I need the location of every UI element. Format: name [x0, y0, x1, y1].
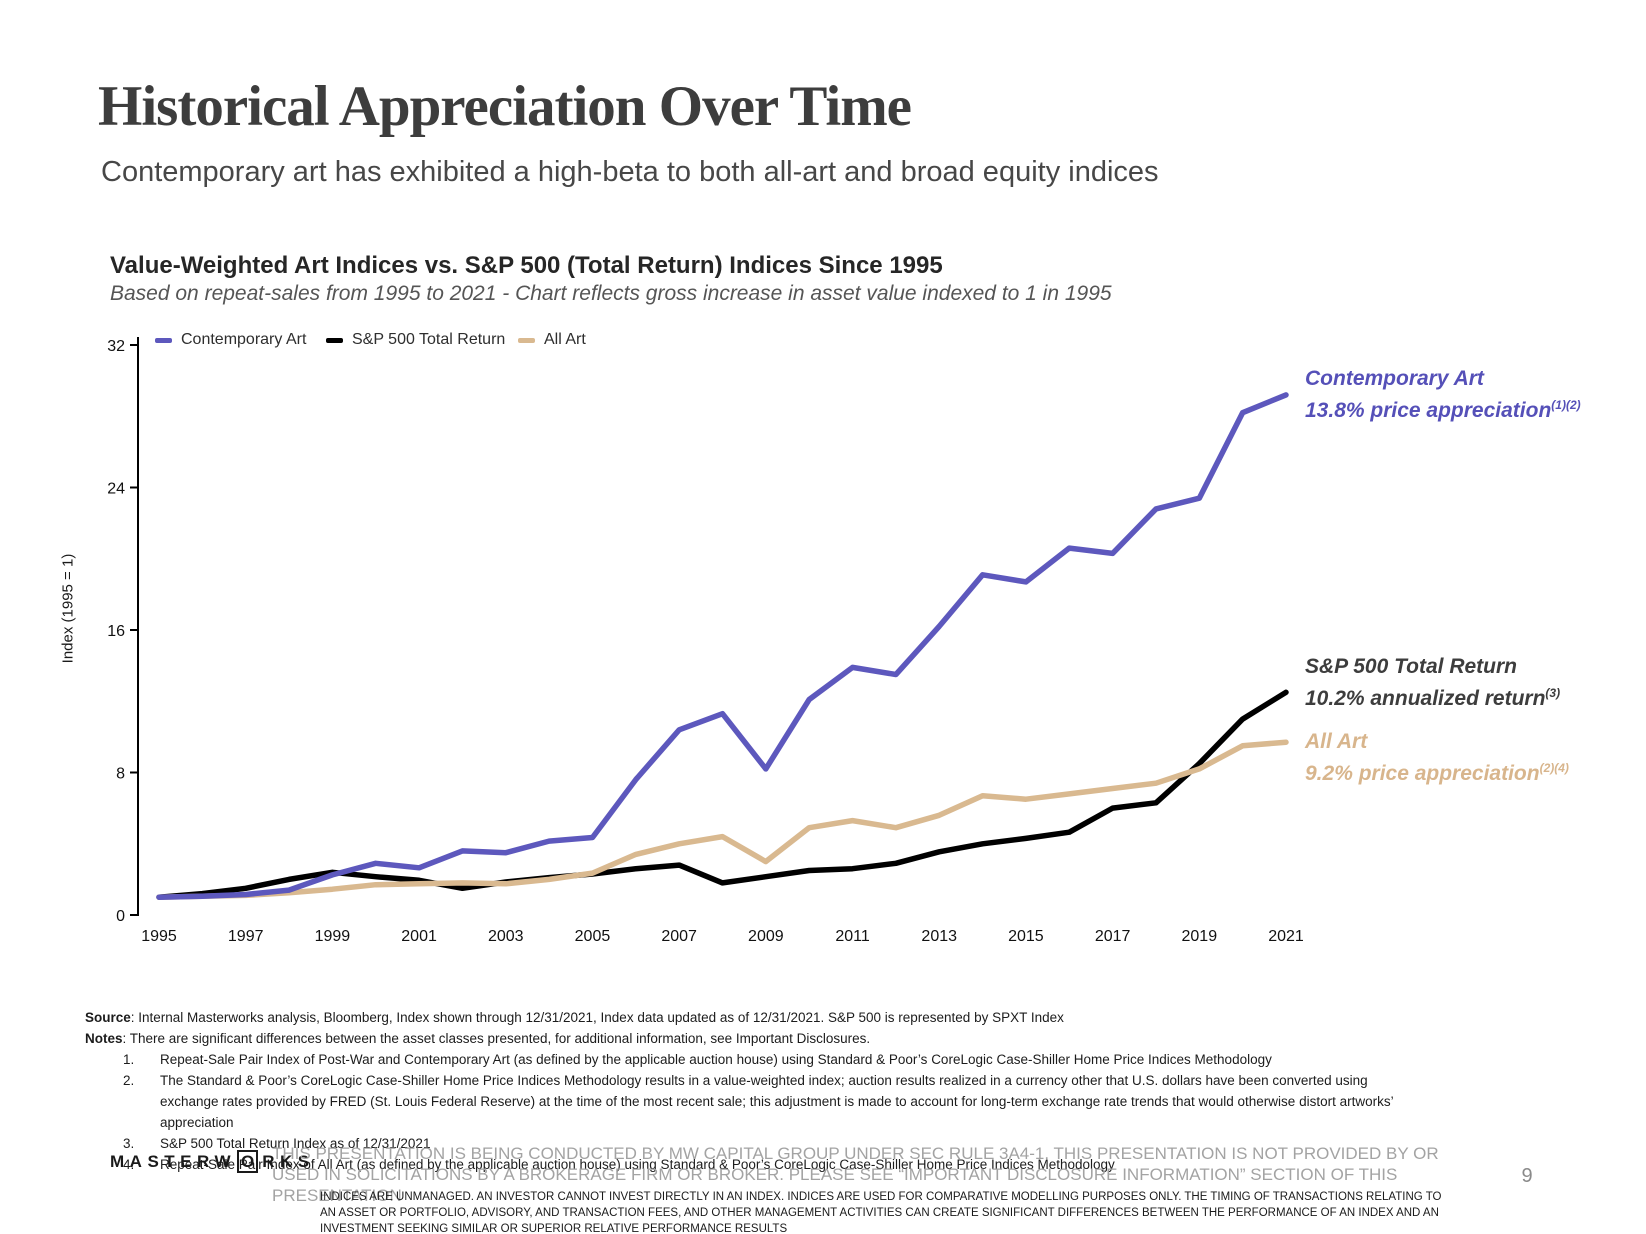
- annotation-contemporary-art: Contemporary Art 13.8% price appreciatio…: [1305, 366, 1581, 424]
- footnote-ref: (2)(4): [1539, 761, 1569, 775]
- footnote-item-2: 2. The Standard & Poor’s CoreLogic Case-S…: [123, 1073, 1394, 1130]
- annotation-line1: Contemporary Art: [1305, 367, 1484, 390]
- disclaimer-gray: THIS PRESENTATION IS BEING CONDUCTED BY …: [272, 1144, 1439, 1205]
- footnote-ref: (1)(2): [1551, 398, 1581, 412]
- annotation-line2: 9.2% price appreciation(2)(4): [1305, 761, 1569, 785]
- annotation-line2: 13.8% price appreciation(1)(2): [1305, 398, 1581, 422]
- chart-title: Value-Weighted Art Indices vs. S&P 500 (…: [110, 252, 943, 279]
- x-tick-label: 2019: [1182, 928, 1218, 945]
- x-tick-label: 1995: [141, 928, 177, 945]
- y-tick-label: 24: [107, 481, 125, 498]
- annotation-sp500: S&P 500 Total Return 10.2% annualized re…: [1305, 654, 1560, 712]
- page-title: Historical Appreciation Over Time: [98, 75, 912, 138]
- x-tick-label: 2005: [575, 928, 611, 945]
- series-line-contemporary-art: [156, 392, 1289, 900]
- page-subtitle: Contemporary art has exhibited a high-be…: [101, 156, 1159, 188]
- legend-item-contemporary-art: Contemporary Art: [155, 331, 306, 349]
- x-tick-label: 2007: [661, 928, 697, 945]
- x-tick-label: 2003: [488, 928, 524, 945]
- annotation-line2: 10.2% annualized return(3): [1305, 686, 1561, 710]
- footnote-ref: (3): [1545, 686, 1561, 700]
- masterworks-logo: MASTERW O RKS: [110, 1150, 315, 1173]
- legend-item-all-art: All Art: [518, 331, 586, 349]
- footnote-item-1: 1. Repeat-Sale Pair Index of Post-War and…: [123, 1052, 1272, 1067]
- series-line-s-p-500-total-return: [156, 689, 1289, 900]
- contemporary-art-swatch-icon: [155, 337, 172, 343]
- y-tick-label: 8: [116, 766, 125, 783]
- disclaimer-black: INDICES ARE UNMANAGED. AN INVESTOR CANNO…: [320, 1191, 1442, 1234]
- all-art-swatch-icon: [518, 337, 535, 343]
- x-tick-label: 2001: [401, 928, 437, 945]
- x-tick-label: 2009: [748, 928, 784, 945]
- annotation-all-art: All Art 9.2% price appreciation(2)(4): [1305, 729, 1569, 787]
- legend-item-sp500: S&P 500 Total Return: [326, 331, 505, 349]
- x-tick-label: 2021: [1268, 928, 1304, 945]
- legend-label: All Art: [544, 331, 586, 348]
- y-tick-label: 16: [107, 623, 125, 640]
- x-tick-label: 1997: [228, 928, 264, 945]
- footnote-item-3: 3. S&P 500 Total Return Index as of 12/31…: [123, 1136, 431, 1151]
- legend-label: S&P 500 Total Return: [352, 331, 506, 348]
- footnotes: Source: Internal Masterworks analysis, B…: [85, 1007, 1415, 1175]
- sp500-swatch-icon: [326, 337, 343, 343]
- x-tick-label: 2011: [835, 928, 870, 945]
- footnote-item-4: 4. Repeat-Sale Pair Index of All Art (as …: [123, 1157, 1115, 1172]
- source-line: Source: Internal Masterworks analysis, B…: [85, 1010, 1064, 1025]
- annotation-line1: S&P 500 Total Return: [1305, 655, 1517, 678]
- x-tick-label: 2015: [1008, 928, 1044, 945]
- x-tick-label: 2017: [1095, 928, 1131, 945]
- y-tick-label: 0: [116, 908, 125, 925]
- chart-subtitle: Based on repeat-sales from 1995 to 2021 …: [110, 282, 1112, 305]
- x-tick-label: 2013: [921, 928, 957, 945]
- annotation-line1: All Art: [1305, 730, 1368, 753]
- y-tick-label: 32: [107, 338, 125, 355]
- legend-label: Contemporary Art: [181, 331, 307, 348]
- x-tick-label: 1999: [315, 928, 351, 945]
- notes-line: Notes: There are significant differences…: [85, 1031, 871, 1046]
- series-line-all-art: [156, 739, 1289, 900]
- page-number: 9: [1521, 1165, 1533, 1187]
- logo-o-mark-icon: O: [237, 1150, 259, 1173]
